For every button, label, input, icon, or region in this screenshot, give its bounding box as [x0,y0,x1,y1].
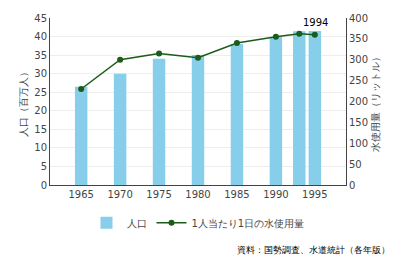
svg-text:5: 5 [41,161,47,172]
svg-text:30: 30 [34,68,47,79]
svg-text:40: 40 [34,31,47,42]
svg-text:資料：国勢調査、水道統計（各年版）: 資料：国勢調査、水道統計（各年版） [237,245,390,255]
svg-text:45: 45 [34,13,47,24]
svg-text:400: 400 [349,13,368,24]
svg-text:1985: 1985 [224,189,249,200]
svg-text:35: 35 [34,50,47,61]
svg-text:50: 50 [349,159,362,170]
svg-text:20: 20 [34,105,47,116]
svg-text:150: 150 [349,117,368,128]
svg-text:100: 100 [349,138,368,149]
svg-text:人口（百万人）: 人口（百万人） [18,67,29,137]
svg-text:0: 0 [349,180,355,191]
svg-text:10: 10 [34,142,47,153]
svg-text:1975: 1975 [146,189,171,200]
svg-text:1990: 1990 [263,189,288,200]
svg-text:250: 250 [349,75,368,86]
svg-text:水使用量（リットル）: 水使用量（リットル） [370,52,381,152]
svg-text:1人当たり1日の水使用量: 1人当たり1日の水使用量 [192,218,305,229]
svg-text:人口: 人口 [127,218,147,229]
svg-text:1994: 1994 [303,17,328,28]
svg-text:1995: 1995 [302,189,327,200]
svg-text:1970: 1970 [107,189,132,200]
svg-text:0: 0 [41,180,47,191]
svg-text:15: 15 [34,124,47,135]
svg-text:200: 200 [349,96,368,107]
svg-text:1965: 1965 [68,189,93,200]
svg-text:350: 350 [349,33,368,44]
svg-text:300: 300 [349,54,368,65]
svg-text:25: 25 [34,87,47,98]
svg-text:1980: 1980 [185,189,210,200]
